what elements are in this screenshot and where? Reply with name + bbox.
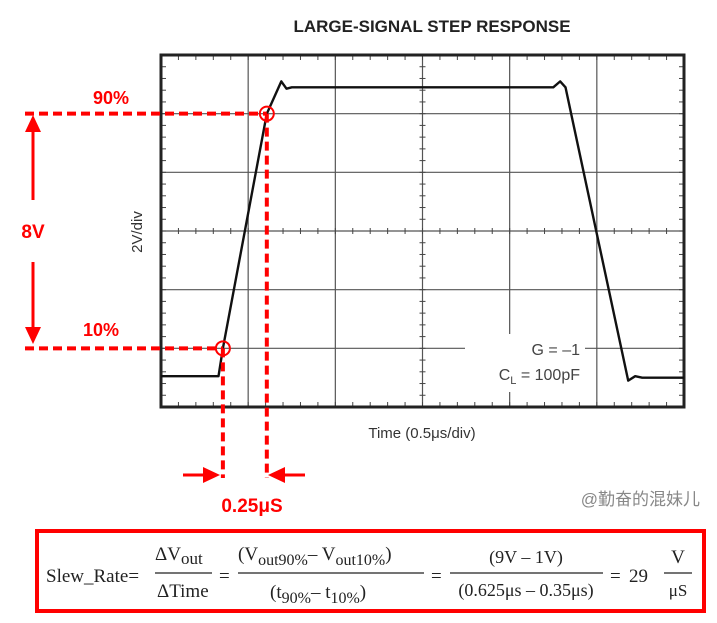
watermark: @勤奋的混妹儿 [581, 490, 700, 509]
chart-title: LARGE-SIGNAL STEP RESPONSE [293, 17, 570, 36]
eq-3: = [610, 566, 621, 587]
y-axis-label: 2V/div [129, 211, 146, 253]
plot-frame [159, 53, 686, 409]
unit-denominator: μS [669, 581, 688, 600]
f3-denominator: (0.625μs – 0.35μs) [458, 580, 593, 601]
f2-numerator: (Vout90%– Vout10%) [238, 544, 392, 569]
f2-denominator: (t90%– t10%) [270, 582, 366, 607]
marker-90 [258, 105, 275, 122]
result-value: 29 [629, 566, 648, 587]
arrowhead-down-icon [25, 327, 41, 344]
arrowhead-left-icon [268, 467, 285, 483]
formula-box [35, 529, 706, 613]
unit-numerator: V [671, 547, 685, 568]
series-vout-line [161, 80, 684, 382]
scope-grid [160, 54, 685, 408]
slew-rate-formula: Slew_Rate= ΔVout ΔTime = (Vout90%– Vout1… [46, 544, 692, 607]
annotations [25, 105, 305, 483]
legend-gain: G = –1 [532, 342, 581, 359]
arrowhead-up-icon [25, 115, 41, 132]
label-8v: 8V [21, 222, 45, 243]
arrowhead-right-icon [203, 467, 220, 483]
label-90: 90% [93, 88, 129, 108]
legend-bg [465, 334, 585, 392]
x-axis-label: Time (0.5μs/div) [368, 425, 475, 442]
marker-10 [214, 340, 231, 357]
formula-lhs: Slew_Rate= [46, 566, 139, 587]
f3-numerator: (9V – 1V) [489, 547, 563, 568]
label-delta-t: 0.25μS [221, 496, 282, 517]
eq-2: = [431, 566, 442, 587]
f1-numerator: ΔVout [155, 544, 203, 568]
legend-load: CL = 100pF [499, 367, 581, 387]
label-10: 10% [83, 320, 119, 340]
eq-1: = [219, 566, 230, 587]
f1-denominator: ΔTime [157, 581, 209, 602]
